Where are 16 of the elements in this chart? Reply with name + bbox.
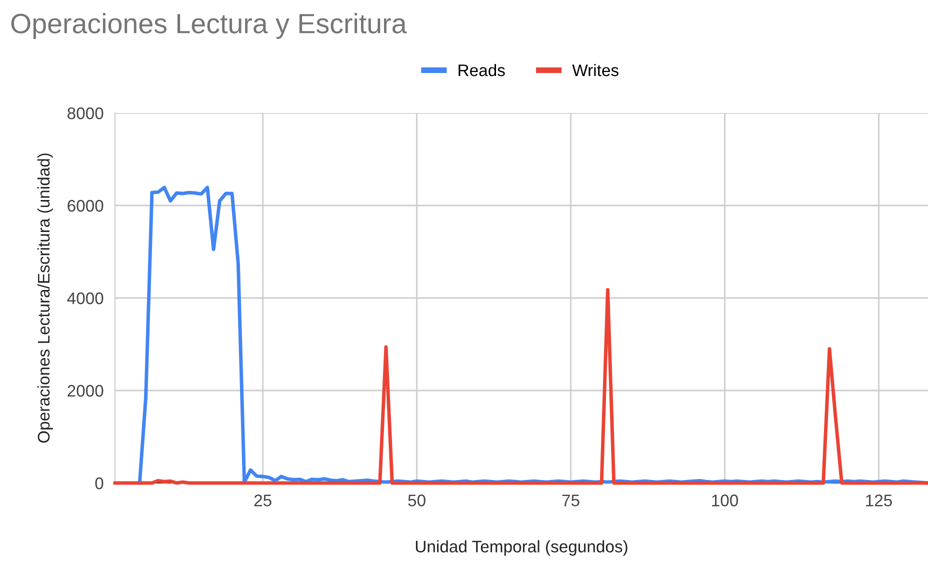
y-tick-label: 2000 bbox=[68, 384, 104, 397]
legend-label: Reads bbox=[458, 64, 505, 76]
legend-label: Writes bbox=[572, 64, 618, 76]
x-tick-label: 25 bbox=[254, 494, 272, 506]
y-tick-label: 8000 bbox=[68, 107, 104, 120]
y-tick-label: 6000 bbox=[68, 200, 104, 212]
x-tick-label: 50 bbox=[408, 494, 426, 506]
y-tick-label: 4000 bbox=[67, 292, 104, 304]
x-tick-label: 100 bbox=[712, 494, 738, 506]
x-tick-label: 125 bbox=[866, 494, 892, 506]
y-tick-label: 0 bbox=[95, 477, 104, 490]
chart-title: Operaciones Lectura y Escritura bbox=[11, 13, 407, 39]
x-axis-title: Unidad Temporal (segundos) bbox=[416, 540, 628, 556]
x-tick-label: 75 bbox=[562, 494, 580, 506]
y-axis-title: Operaciones Lectura/Escritura (unidad) bbox=[37, 154, 53, 443]
line-series bbox=[113, 288, 928, 485]
